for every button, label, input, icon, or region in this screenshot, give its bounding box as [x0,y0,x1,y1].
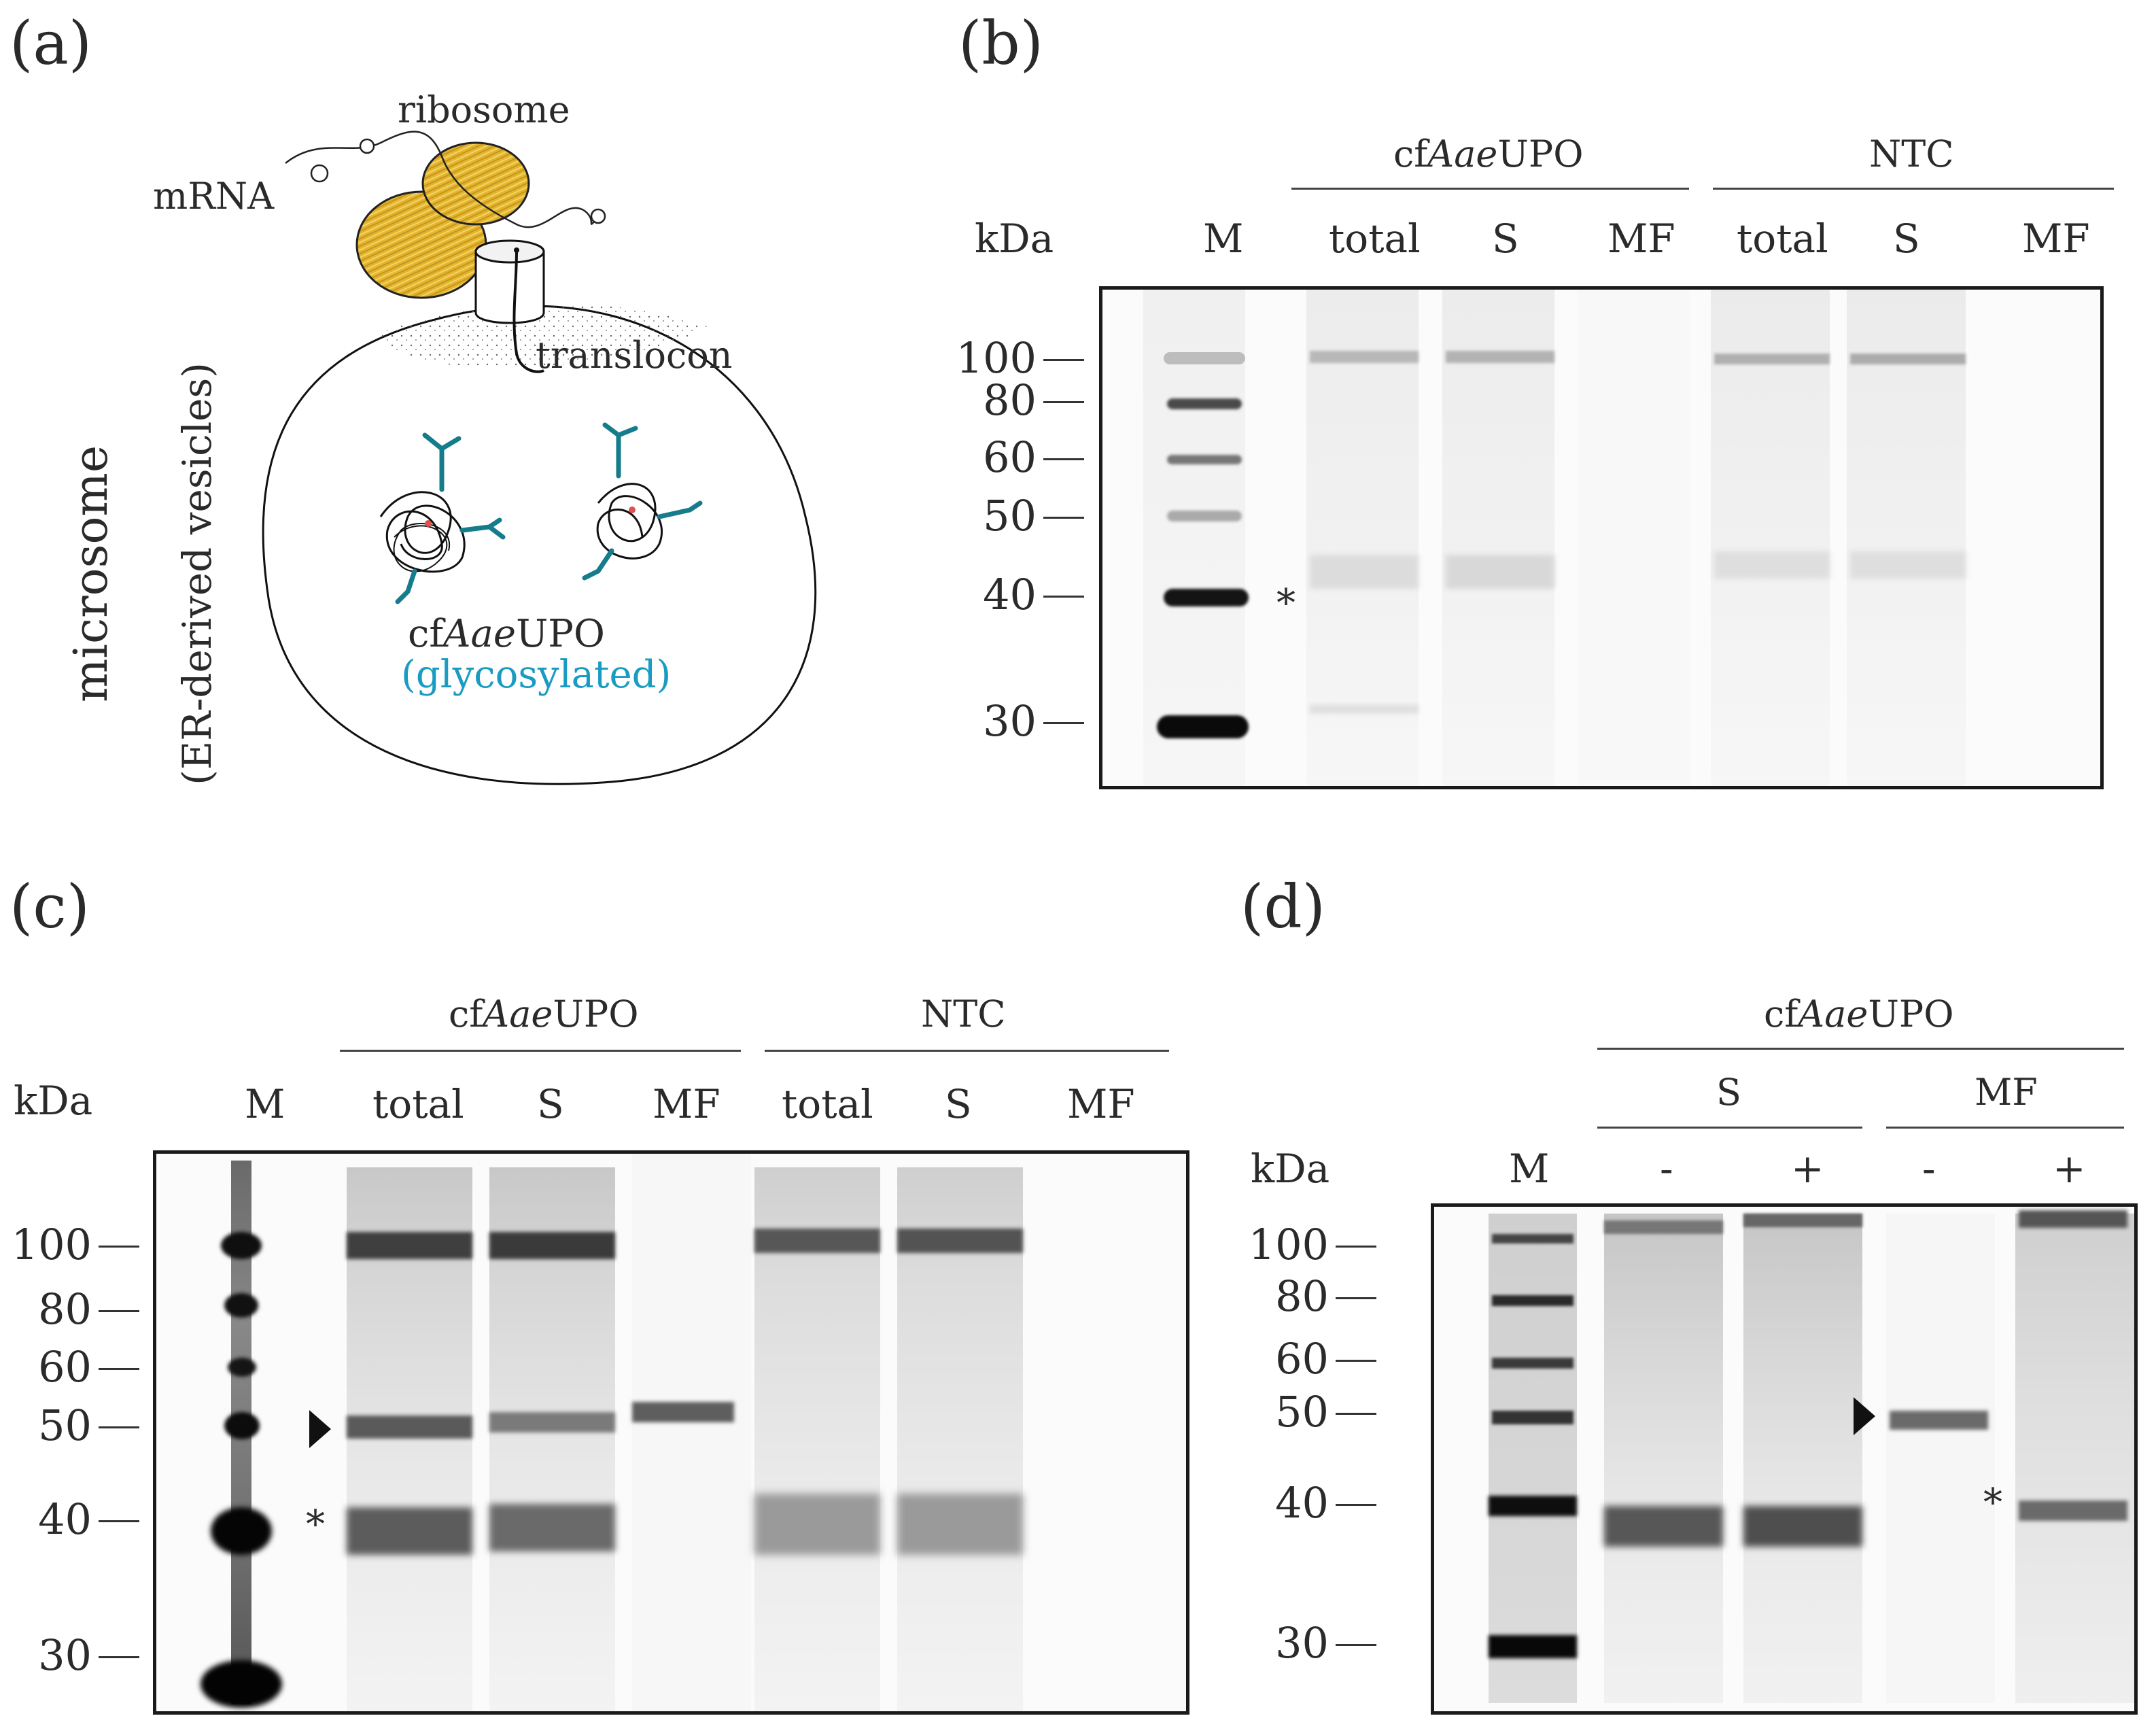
protein-label: cfAaeUPO [408,612,605,656]
panel-d-sub-MF-line [1886,1127,2124,1129]
panel-b-lane-total-2: total [1737,216,1828,262]
panel-d-lane-MF-plus: + [2053,1146,2086,1192]
panel-c-marker-40: 40 [38,1494,92,1544]
panel-a-label: (a) [10,8,92,78]
panel-b-lane-MF-1: MF [1607,216,1675,262]
microsome-label: microsome [65,445,118,703]
panel-d-arrowhead [1854,1397,1875,1435]
panel-d-marker-40: 40 [1275,1478,1329,1528]
panel-c-group1-line [340,1050,741,1052]
panel-c-gel [153,1150,1189,1715]
panel-b-gel [1099,286,2104,789]
panel-b-lane-S-1: S [1492,216,1519,262]
microsome-vesicle [262,305,817,785]
translocon-label: translocon [536,334,733,377]
panel-d-sub-MF: MF [1975,1071,2038,1114]
panel-d-sub-S-line [1597,1127,1862,1129]
mrna-label: mRNA [153,175,275,218]
panel-d-lane-S-plus: + [1791,1146,1824,1192]
panel-c-group2-title: NTC [921,993,1006,1035]
panel-b-group1-title: cfAaeUPO [1393,133,1584,175]
panel-b-group2-line [1713,188,2114,190]
panel-b-marker-50: 50 [983,491,1037,541]
panel-c-marker-30: 30 [38,1630,92,1680]
er-vesicles-label: (ER-derived vesicles) [174,362,220,785]
panel-b-kda: kDa [975,216,1054,262]
panel-d-marker-60: 60 [1275,1334,1329,1384]
panel-d-sub-S: S [1716,1071,1741,1114]
panel-d-marker-30: 30 [1275,1618,1329,1668]
panel-c-arrowhead [309,1410,331,1448]
panel-d-kda: kDa [1251,1146,1330,1192]
ribosome-small-subunit [421,141,530,226]
panel-b-marker-100: 100 [956,333,1037,383]
panel-b-marker-80: 80 [983,375,1037,425]
panel-c-marker-60: 60 [38,1342,92,1392]
panel-b-lane-M: M [1203,216,1244,262]
panel-c-marker-50: 50 [38,1401,92,1450]
panel-c-lane-MF-1: MF [653,1081,720,1127]
panel-d-marker-80: 80 [1275,1271,1329,1321]
panel-c-asterisk: * [306,1503,325,1547]
panel-b-group1-line [1291,188,1689,190]
panel-d-lane-M: M [1509,1146,1550,1192]
panel-c-group1-title: cfAaeUPO [449,993,639,1035]
panel-b-label: (b) [958,8,1043,78]
panel-c-group2-line [765,1050,1169,1052]
panel-d-asterisk: * [1983,1481,2002,1525]
panel-d-group1-title: cfAaeUPO [1764,993,1954,1035]
panel-c-lane-S-2: S [945,1081,972,1127]
panel-b-marker-60: 60 [983,432,1037,482]
panel-c-lane-MF-2: MF [1067,1081,1135,1127]
panel-c-lane-total-1: total [372,1081,464,1127]
panel-b-marker-30: 30 [983,696,1037,746]
ribosome-label: ribosome [398,88,570,131]
panel-b-lane-total-1: total [1329,216,1421,262]
panel-d-group1-line [1597,1048,2124,1050]
panel-b-lane-MF-2: MF [2022,216,2090,262]
panel-b-lane-S-2: S [1893,216,1920,262]
glycosylated-label: (glycosylated) [401,653,672,697]
panel-c-kda: kDa [14,1078,93,1124]
panel-c-lane-total-2: total [782,1081,873,1127]
panel-c-marker-80: 80 [38,1284,92,1334]
panel-b-marker-40: 40 [983,570,1037,619]
panel-d-lane-MF-minus: - [1922,1146,1936,1192]
panel-d-marker-100: 100 [1248,1220,1329,1269]
panel-c-lane-M: M [245,1081,285,1127]
panel-d-marker-50: 50 [1275,1387,1329,1437]
panel-d-label: (d) [1240,872,1325,942]
panel-c-label: (c) [10,872,90,942]
panel-c-lane-S-1: S [537,1081,564,1127]
panel-b-group2-title: NTC [1869,133,1954,175]
panel-c-marker-100: 100 [11,1220,92,1269]
panel-b-asterisk: * [1276,581,1296,625]
panel-d-lane-S-minus: - [1660,1146,1673,1192]
glycosylated-protein-1 [379,432,506,604]
panel-d-gel [1431,1203,2138,1715]
glycosylated-protein-2 [582,422,703,581]
